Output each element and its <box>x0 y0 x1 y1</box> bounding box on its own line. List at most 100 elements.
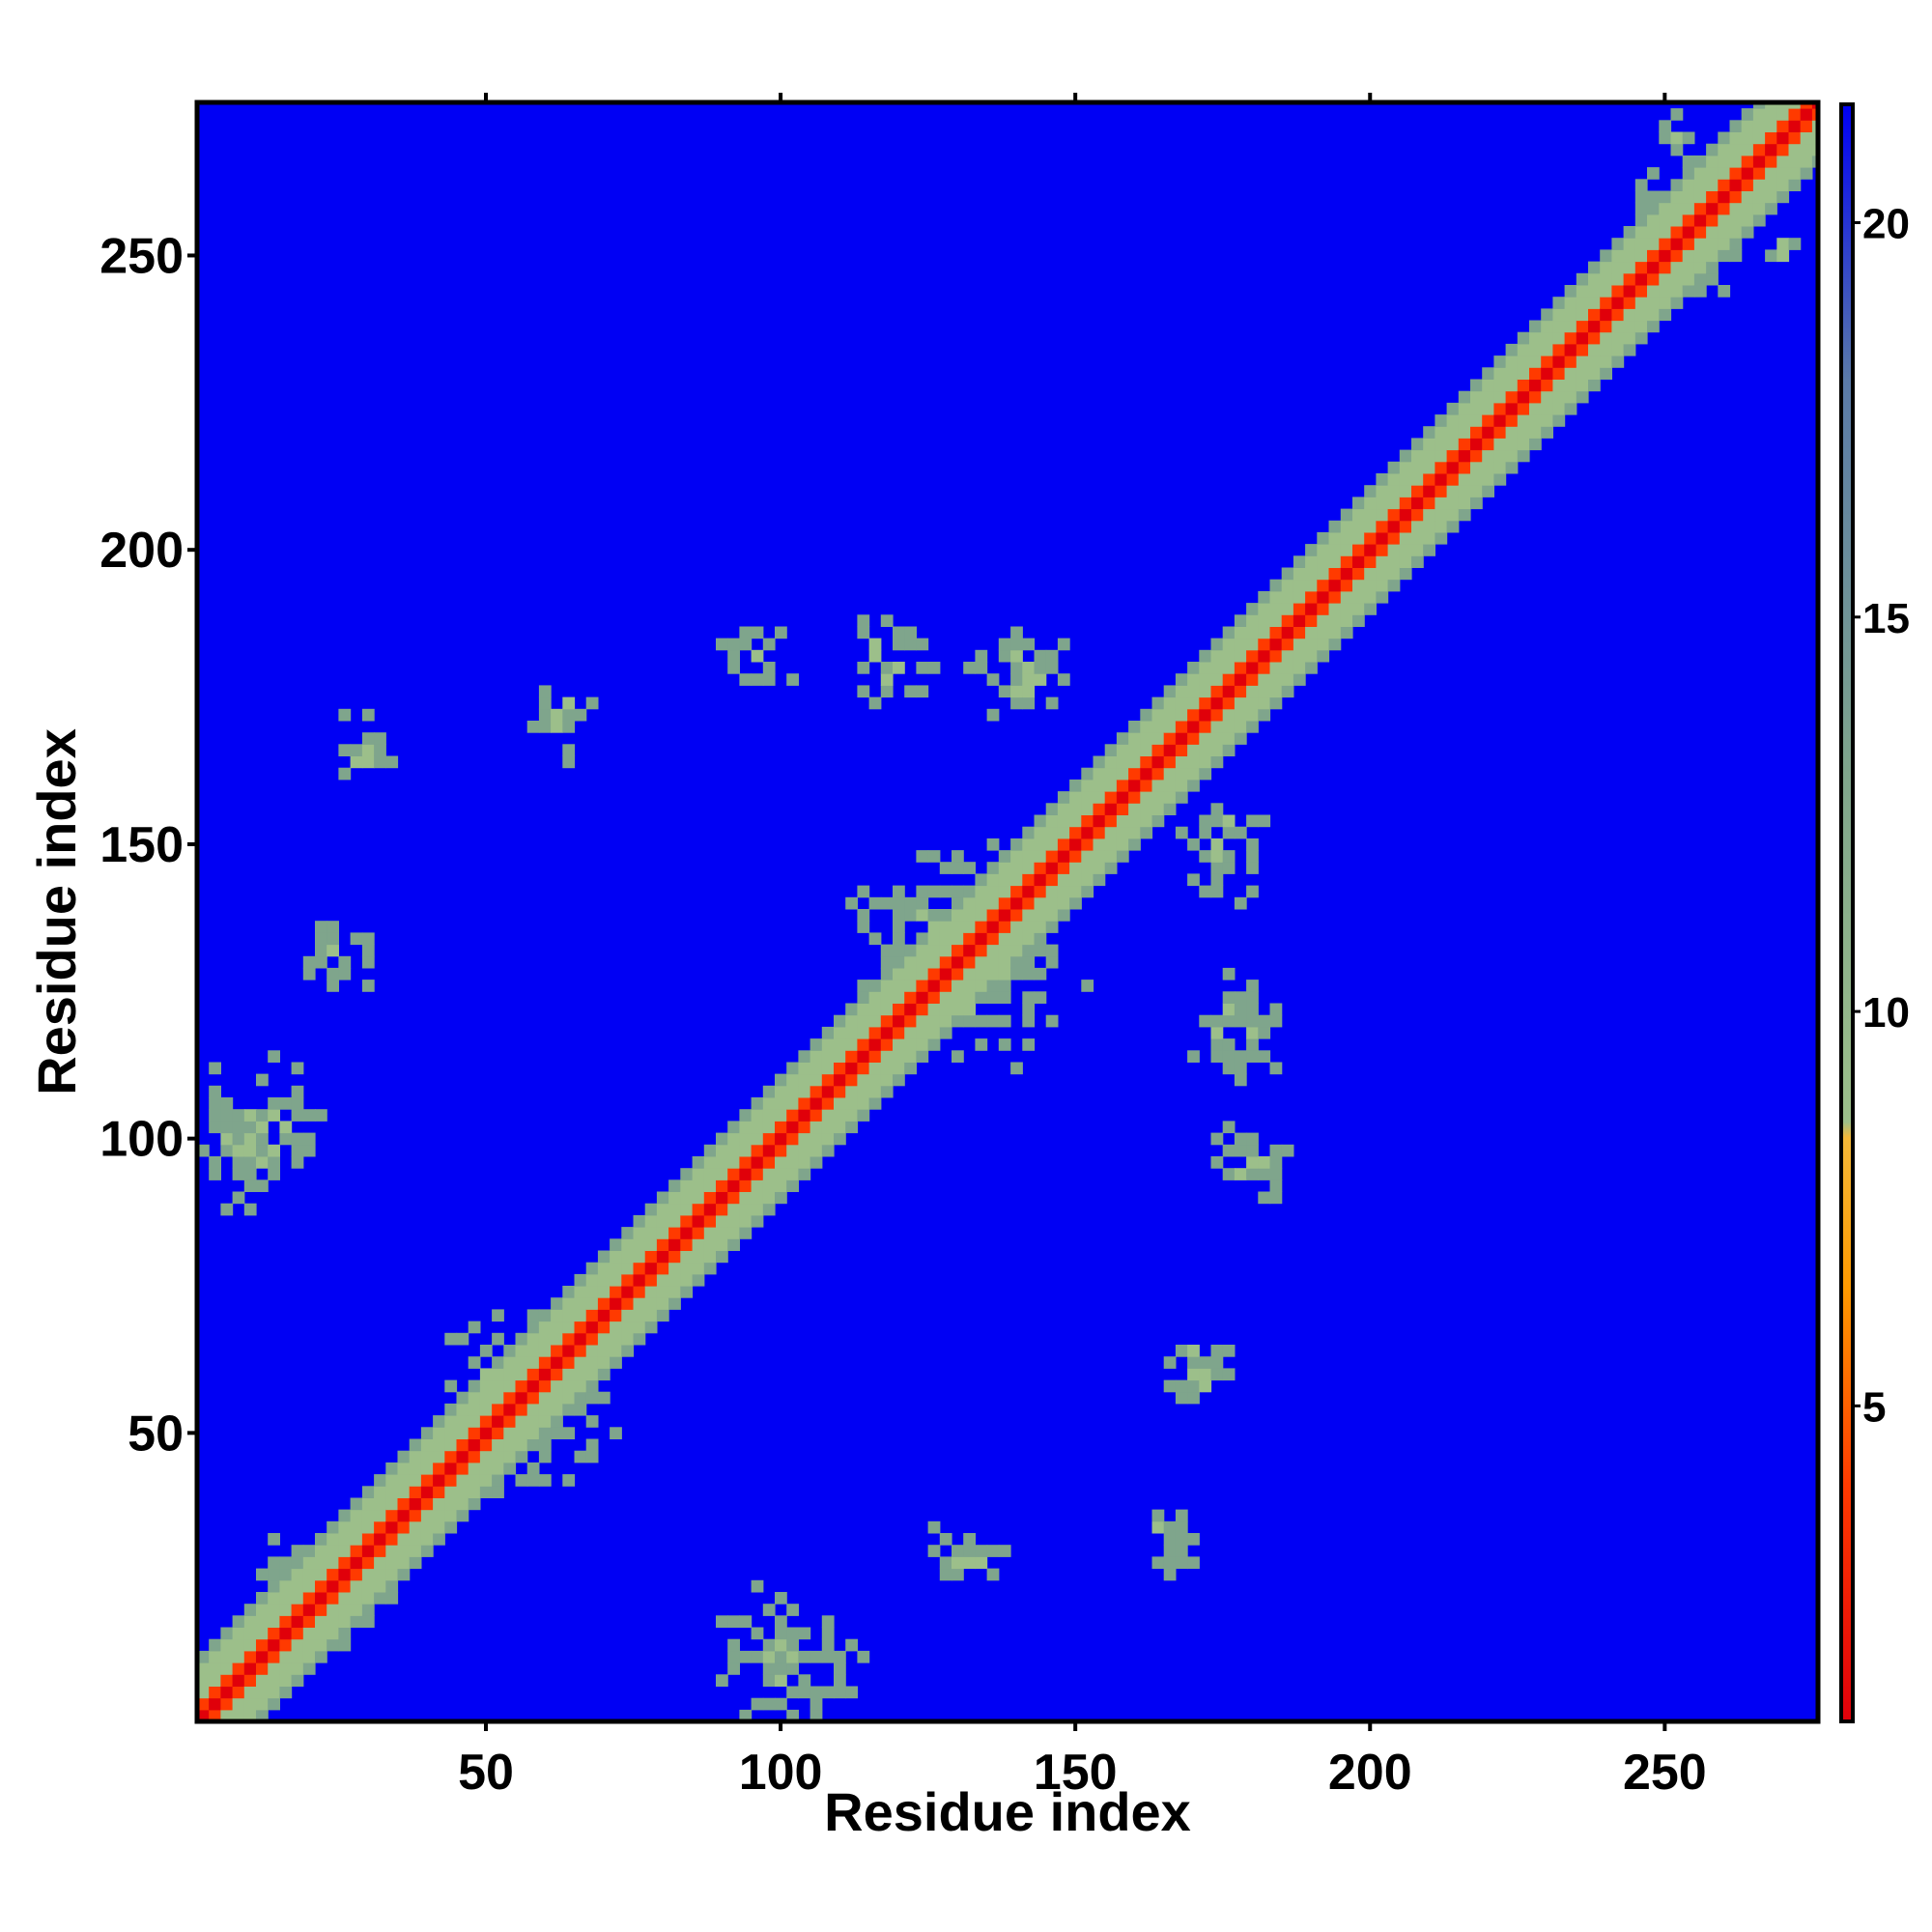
heatmap-cell <box>397 1533 411 1546</box>
heatmap-cell <box>810 1156 823 1169</box>
heatmap-cell <box>1611 331 1625 345</box>
heatmap-cell <box>1234 1144 1247 1157</box>
heatmap-cell <box>1187 708 1200 722</box>
heatmap-cell <box>1187 1556 1200 1570</box>
heatmap-cell <box>256 1156 269 1169</box>
heatmap-cell <box>538 1403 552 1416</box>
heatmap-cell <box>503 1356 517 1369</box>
heatmap-cell <box>880 944 894 957</box>
heatmap-cell <box>1682 167 1695 180</box>
heatmap-cell <box>1435 461 1448 474</box>
heatmap-cell <box>1376 508 1389 522</box>
heatmap-cell <box>1682 238 1695 250</box>
heatmap-cell <box>775 1121 787 1134</box>
heatmap-cell <box>668 1179 681 1192</box>
heatmap-cell <box>1776 155 1790 168</box>
heatmap-cell <box>880 662 894 674</box>
heatmap-cell <box>727 1638 740 1652</box>
heatmap-cell <box>762 1156 776 1169</box>
heatmap-cell <box>1682 202 1695 215</box>
heatmap-cell <box>526 721 540 733</box>
heatmap-cell <box>327 1579 339 1593</box>
heatmap-cell <box>798 1097 811 1110</box>
heatmap-cell <box>680 1262 694 1275</box>
heatmap-cell <box>821 1038 835 1051</box>
heatmap-cell <box>479 1403 493 1416</box>
heatmap-cell <box>1505 414 1519 427</box>
heatmap-cell <box>1234 649 1247 663</box>
heatmap-cell <box>209 1662 221 1675</box>
heatmap-cell <box>1163 708 1177 722</box>
heatmap-cell <box>1022 638 1036 651</box>
heatmap-cell <box>526 1332 540 1346</box>
heatmap-cell <box>952 862 964 874</box>
heatmap-cell <box>834 1097 846 1110</box>
heatmap-cell <box>1446 520 1460 533</box>
heatmap-cell <box>209 1156 221 1169</box>
heatmap-cell <box>456 1427 469 1439</box>
heatmap-cell <box>1340 555 1353 568</box>
heatmap-cell <box>1529 355 1542 368</box>
heatmap-cell <box>845 1109 858 1122</box>
heatmap-cell <box>1057 673 1070 686</box>
heatmap-cell <box>727 1203 740 1216</box>
heatmap-cell <box>492 1427 504 1439</box>
heatmap-cell <box>361 732 375 745</box>
heatmap-cell <box>1175 767 1188 781</box>
heatmap-cell <box>243 1604 257 1616</box>
heatmap-cell <box>1151 755 1165 769</box>
heatmap-cell <box>574 1297 587 1310</box>
heatmap-cell <box>1246 980 1259 992</box>
heatmap-cell <box>1611 238 1625 250</box>
heatmap-cell <box>350 1545 363 1557</box>
heatmap-cell <box>1576 390 1589 404</box>
heatmap-cell <box>361 1497 375 1511</box>
heatmap-cell <box>562 1391 576 1405</box>
heatmap-cell <box>302 1579 316 1593</box>
heatmap-cell <box>479 1450 493 1463</box>
heatmap-cell <box>834 1109 846 1122</box>
heatmap-cell <box>1328 590 1342 604</box>
heatmap-cell <box>361 1486 375 1498</box>
heatmap-cell <box>1588 272 1601 286</box>
heatmap-cell <box>1647 261 1660 274</box>
heatmap-cell <box>397 1486 411 1498</box>
heatmap-cell <box>444 1509 458 1522</box>
heatmap-cell <box>1647 272 1660 286</box>
heatmap-cell <box>1529 331 1542 345</box>
heatmap-cell <box>1140 708 1153 722</box>
heatmap-cell <box>775 1662 787 1675</box>
heatmap-cell <box>279 1568 293 1581</box>
heatmap-cell <box>1776 190 1790 204</box>
heatmap-cell <box>1081 862 1094 874</box>
heatmap-cell <box>397 1545 411 1557</box>
heatmap-cell <box>1281 649 1294 663</box>
heatmap-cell <box>1199 885 1212 898</box>
heatmap-cell <box>291 1556 304 1570</box>
heatmap-cell <box>1352 590 1365 604</box>
heatmap-cell <box>1010 1062 1023 1075</box>
heatmap-cell <box>1328 567 1342 581</box>
heatmap-cell <box>1222 1168 1236 1180</box>
heatmap-cell <box>291 1062 304 1075</box>
heatmap-cell <box>1741 131 1754 145</box>
heatmap-cell <box>1529 379 1542 392</box>
heatmap-cell <box>503 1450 517 1463</box>
heatmap-cell <box>1151 1509 1165 1522</box>
heatmap-cell <box>1199 850 1212 863</box>
heatmap-cell <box>727 1214 740 1228</box>
heatmap-cell <box>1093 873 1106 887</box>
heatmap-cell <box>526 1379 540 1393</box>
heatmap-cell <box>1376 544 1389 556</box>
heatmap-cell <box>515 1403 528 1416</box>
heatmap-cell <box>893 955 905 969</box>
heatmap-cell <box>739 1227 753 1239</box>
heatmap-cell <box>1517 379 1530 392</box>
heatmap-cell <box>775 1168 787 1180</box>
heatmap-cell <box>1045 1014 1059 1028</box>
heatmap-cell <box>963 980 976 992</box>
heatmap-cell <box>361 744 375 756</box>
heatmap-cell <box>703 1179 717 1192</box>
heatmap-cell <box>1706 226 1719 239</box>
heatmap-cell <box>585 1450 599 1463</box>
